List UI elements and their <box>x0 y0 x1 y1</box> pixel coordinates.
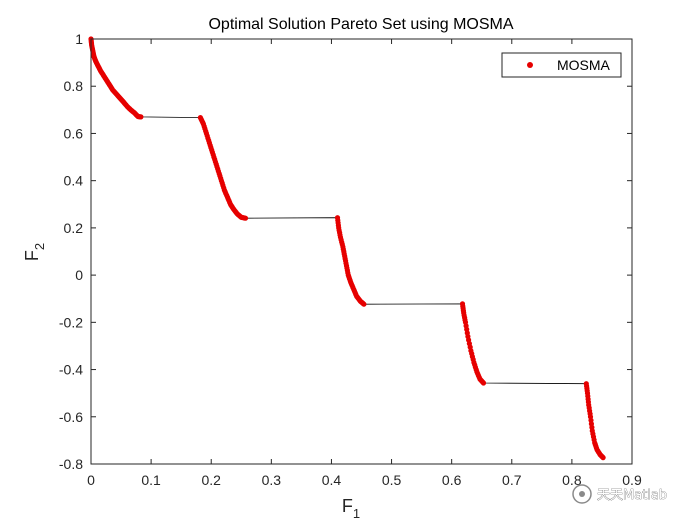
legend-box <box>501 52 622 78</box>
x-axis-ticks: 0 0.1 0.2 0.3 0.4 0.5 0.6 0.7 0.8 0.9 <box>87 39 642 488</box>
y-axis-ticks: -0.8 -0.6 -0.4 -0.2 0 0.2 0.4 0.6 0.8 1 <box>59 31 632 472</box>
x-tick-label: 0.8 <box>562 472 582 488</box>
y-tick-label: 0 <box>75 267 83 283</box>
y-axis-label-subscript: 2 <box>32 243 47 250</box>
y-tick-label: -0.2 <box>59 314 83 330</box>
plot-frame <box>90 38 633 465</box>
x-tick-label: 0.3 <box>262 472 282 488</box>
data-point <box>138 114 144 120</box>
y-axis-label: F2 <box>22 243 47 261</box>
watermark-logo-icon <box>572 484 592 504</box>
x-tick-label: 0 <box>87 472 95 488</box>
y-tick-label: 0.8 <box>64 78 84 94</box>
data-point <box>361 301 367 307</box>
plot-area <box>91 39 632 464</box>
y-tick-label: -0.4 <box>59 362 83 378</box>
watermark-logo-icon-inner <box>579 491 585 497</box>
legend-label: MOSMA <box>557 57 611 73</box>
x-tick-label: 0.2 <box>201 472 221 488</box>
y-tick-label: 0.4 <box>64 173 84 189</box>
x-axis-label: F1 <box>342 496 360 521</box>
x-tick-label: 0.1 <box>141 472 161 488</box>
x-tick-label: 0.6 <box>442 472 462 488</box>
x-tick-label: 0.9 <box>622 472 642 488</box>
x-axis-label-subscript: 1 <box>353 506 360 521</box>
y-axis-label-main: F <box>22 250 42 261</box>
x-tick-label: 0.5 <box>382 472 402 488</box>
x-tick-label: 0.7 <box>502 472 522 488</box>
x-tick-label: 0.4 <box>322 472 342 488</box>
chart-title: Optimal Solution Pareto Set using MOSMA <box>208 16 513 33</box>
data-point <box>600 455 606 461</box>
legend-marker <box>527 62 533 68</box>
x-axis-label-main: F <box>342 496 353 516</box>
y-tick-label: 0.2 <box>64 220 84 236</box>
legend: MOSMA <box>501 52 622 78</box>
y-tick-label: 0.6 <box>64 125 84 141</box>
data-point <box>480 380 487 386</box>
data-points <box>88 36 606 461</box>
y-tick-label: -0.8 <box>59 456 83 472</box>
data-point <box>242 215 249 221</box>
y-tick-label: -0.6 <box>59 409 83 425</box>
y-tick-label: 1 <box>75 31 83 47</box>
watermark: 天天Matlab <box>572 484 667 504</box>
watermark-text: 天天Matlab <box>597 488 667 503</box>
